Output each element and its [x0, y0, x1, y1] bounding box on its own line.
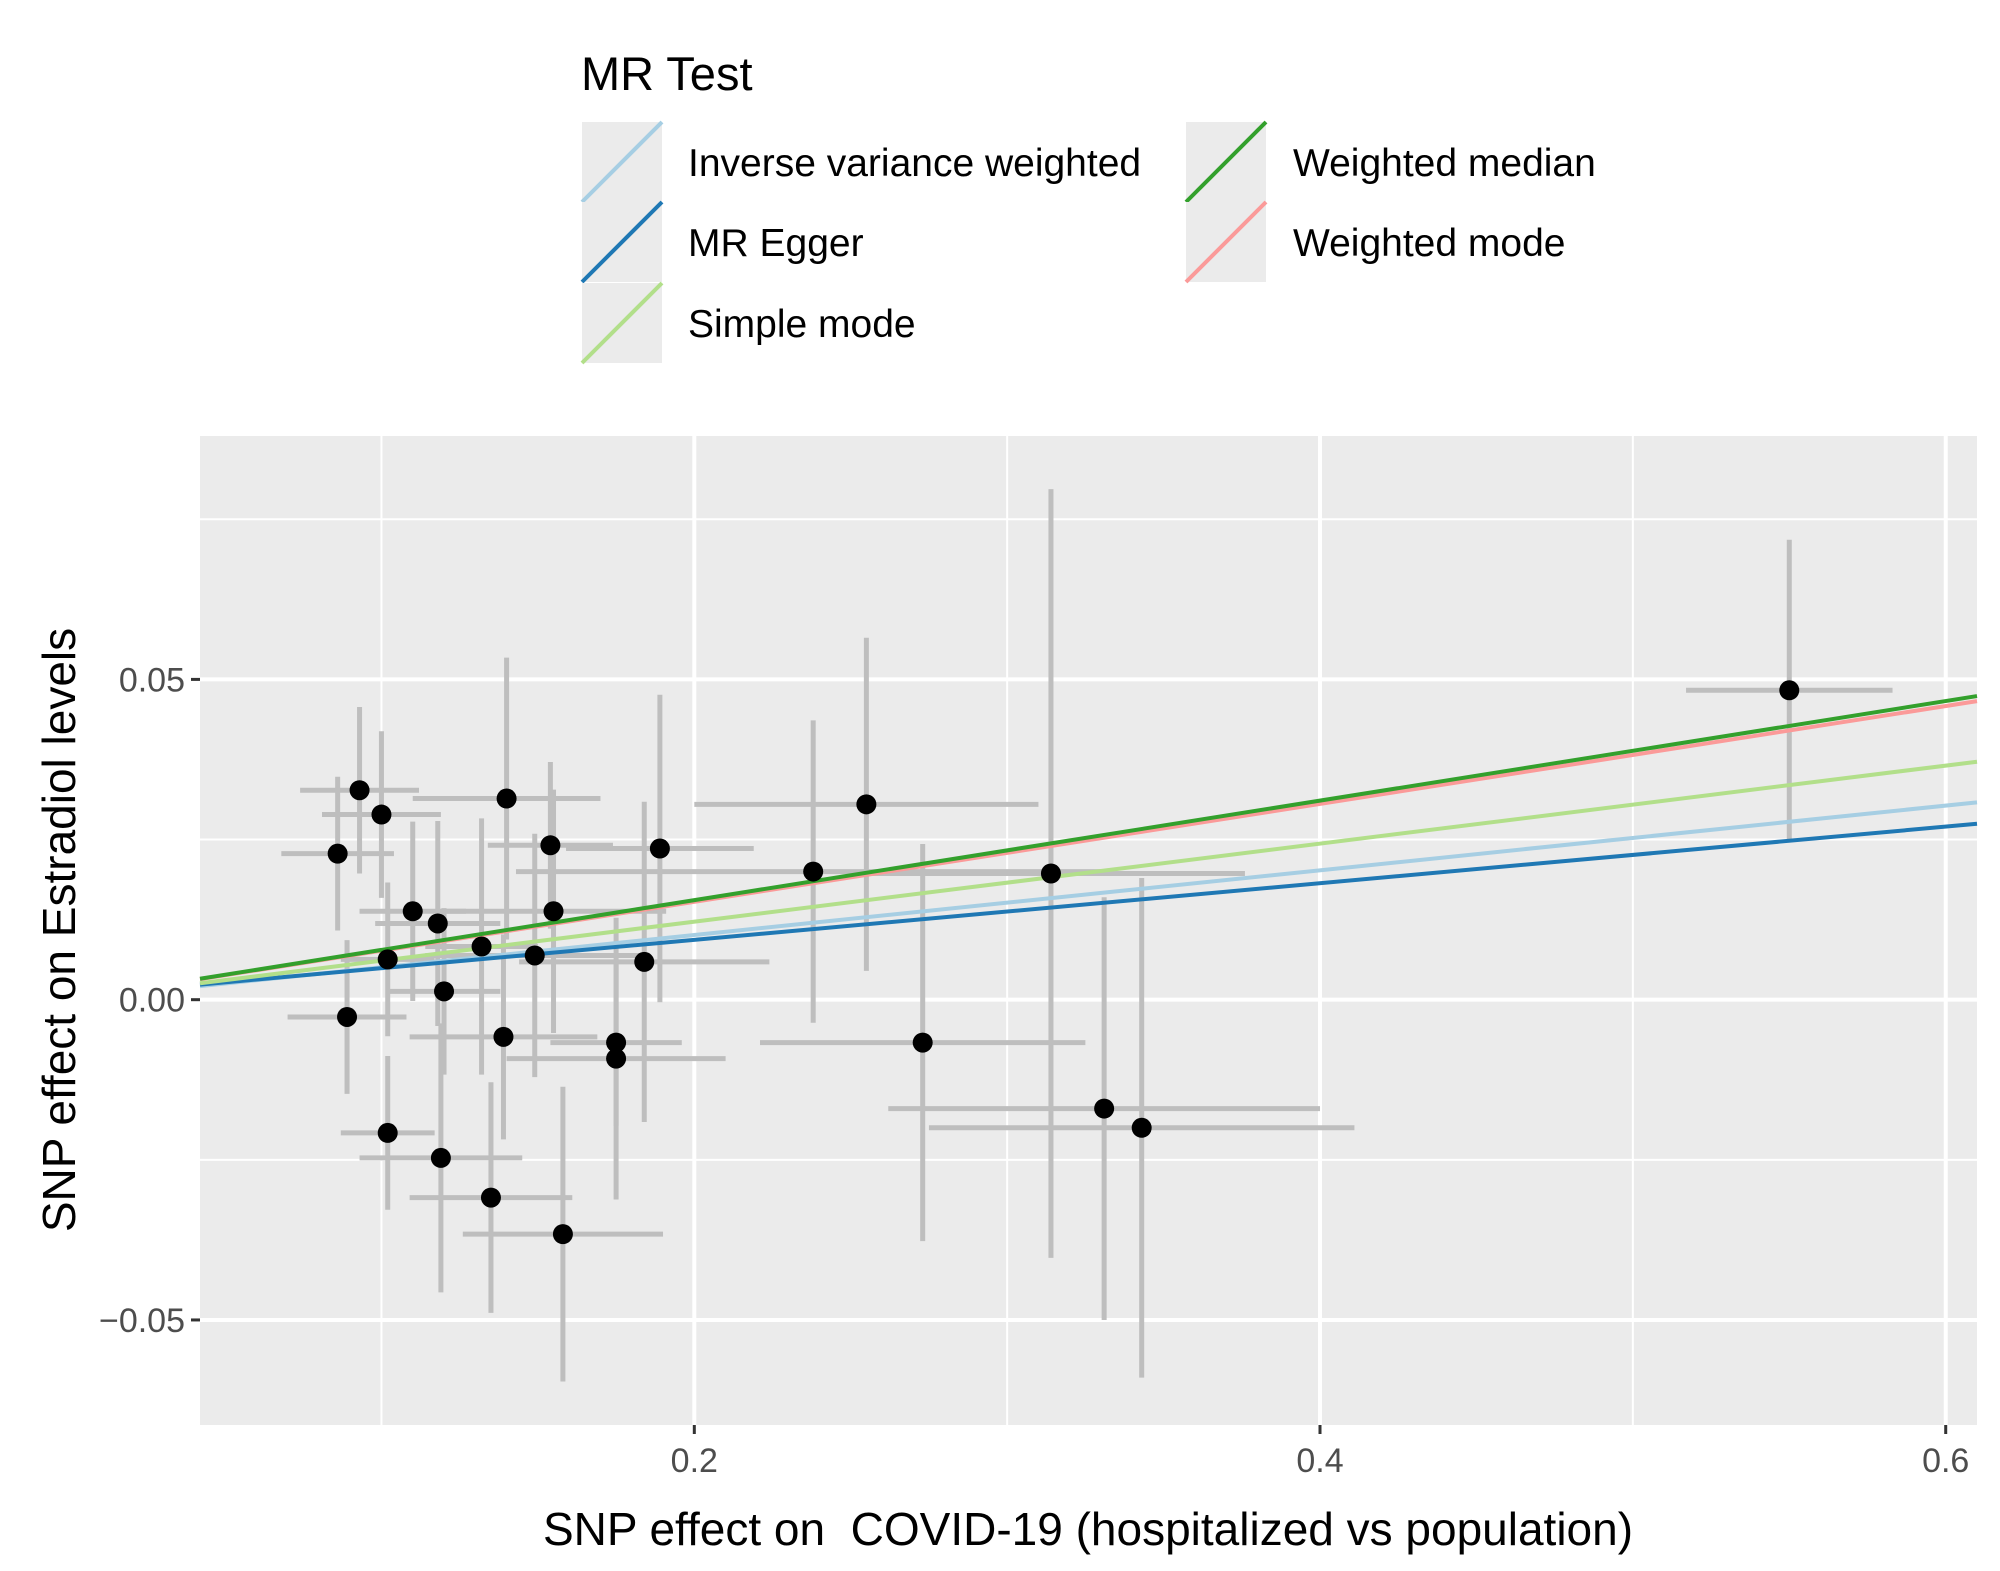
- data-point: [606, 1032, 627, 1053]
- data-point: [912, 1032, 933, 1053]
- data-point: [634, 951, 655, 972]
- legend-item: Weighted median: [1184, 120, 1596, 204]
- legend-label: MR Egger: [688, 222, 864, 265]
- legend-item: Weighted mode: [1184, 200, 1565, 284]
- regression-line-mr-egger: [199, 821, 1978, 987]
- data-point: [371, 804, 392, 825]
- data-point: [540, 835, 561, 856]
- legend-item: Simple mode: [580, 281, 916, 365]
- legend-title: MR Test: [581, 47, 753, 100]
- regression-line-weighted-median: [199, 694, 1978, 981]
- data-point: [552, 1224, 573, 1245]
- y-tick-label: 0.00: [119, 982, 185, 1020]
- legend-key-line-icon: [580, 120, 664, 204]
- data-point: [402, 901, 423, 922]
- x-tick-label: 0.4: [1296, 1442, 1343, 1480]
- data-point: [606, 1048, 627, 1069]
- data-point: [430, 1147, 451, 1168]
- data-point: [337, 1006, 358, 1027]
- legend-key-line-icon: [580, 281, 664, 365]
- x-tick-label: 0.6: [1922, 1442, 1969, 1480]
- data-point: [496, 788, 517, 809]
- legend-label: Simple mode: [688, 303, 916, 346]
- legend-label: Weighted median: [1293, 142, 1596, 185]
- data-point: [377, 949, 398, 970]
- legend-label: Weighted mode: [1293, 222, 1565, 265]
- y-axis-title: SNP effect on Estradiol levels: [33, 628, 85, 1232]
- legend-key-line-icon: [1184, 120, 1268, 204]
- data-point: [1040, 863, 1061, 884]
- data-point: [471, 936, 492, 957]
- plot-panel: [200, 436, 1977, 1425]
- data-point: [327, 843, 348, 864]
- y-tick-label: 0.05: [119, 661, 185, 699]
- x-axis-title: SNP effect on COVID-19 (hospitalized vs …: [543, 1503, 1633, 1555]
- regression-line-simple-mode: [199, 759, 1978, 986]
- data-point: [649, 838, 670, 859]
- x-tick-label: 0.2: [671, 1442, 718, 1480]
- legend-key-line-icon: [1184, 200, 1268, 284]
- data-point: [803, 861, 824, 882]
- legend-item: Inverse variance weighted: [580, 120, 1141, 204]
- legend-label: Inverse variance weighted: [688, 142, 1141, 185]
- data-point: [434, 981, 455, 1002]
- data-point: [543, 901, 564, 922]
- data-point: [427, 913, 448, 934]
- data-point: [1131, 1117, 1152, 1138]
- data-point: [1094, 1098, 1115, 1119]
- legend: MR Test Inverse variance weighted MR Egge…: [580, 47, 1596, 365]
- legend-key-line-icon: [580, 200, 664, 284]
- legend-item: MR Egger: [580, 200, 864, 284]
- data-point: [480, 1187, 501, 1208]
- y-tick-label: −0.05: [99, 1302, 185, 1340]
- data-point: [349, 780, 370, 801]
- data-point: [493, 1026, 514, 1047]
- data-point: [1779, 680, 1800, 701]
- data-point: [856, 794, 877, 815]
- data-point: [524, 945, 545, 966]
- data-point: [377, 1122, 398, 1143]
- regression-line-inverse-variance-weighted: [199, 800, 1978, 989]
